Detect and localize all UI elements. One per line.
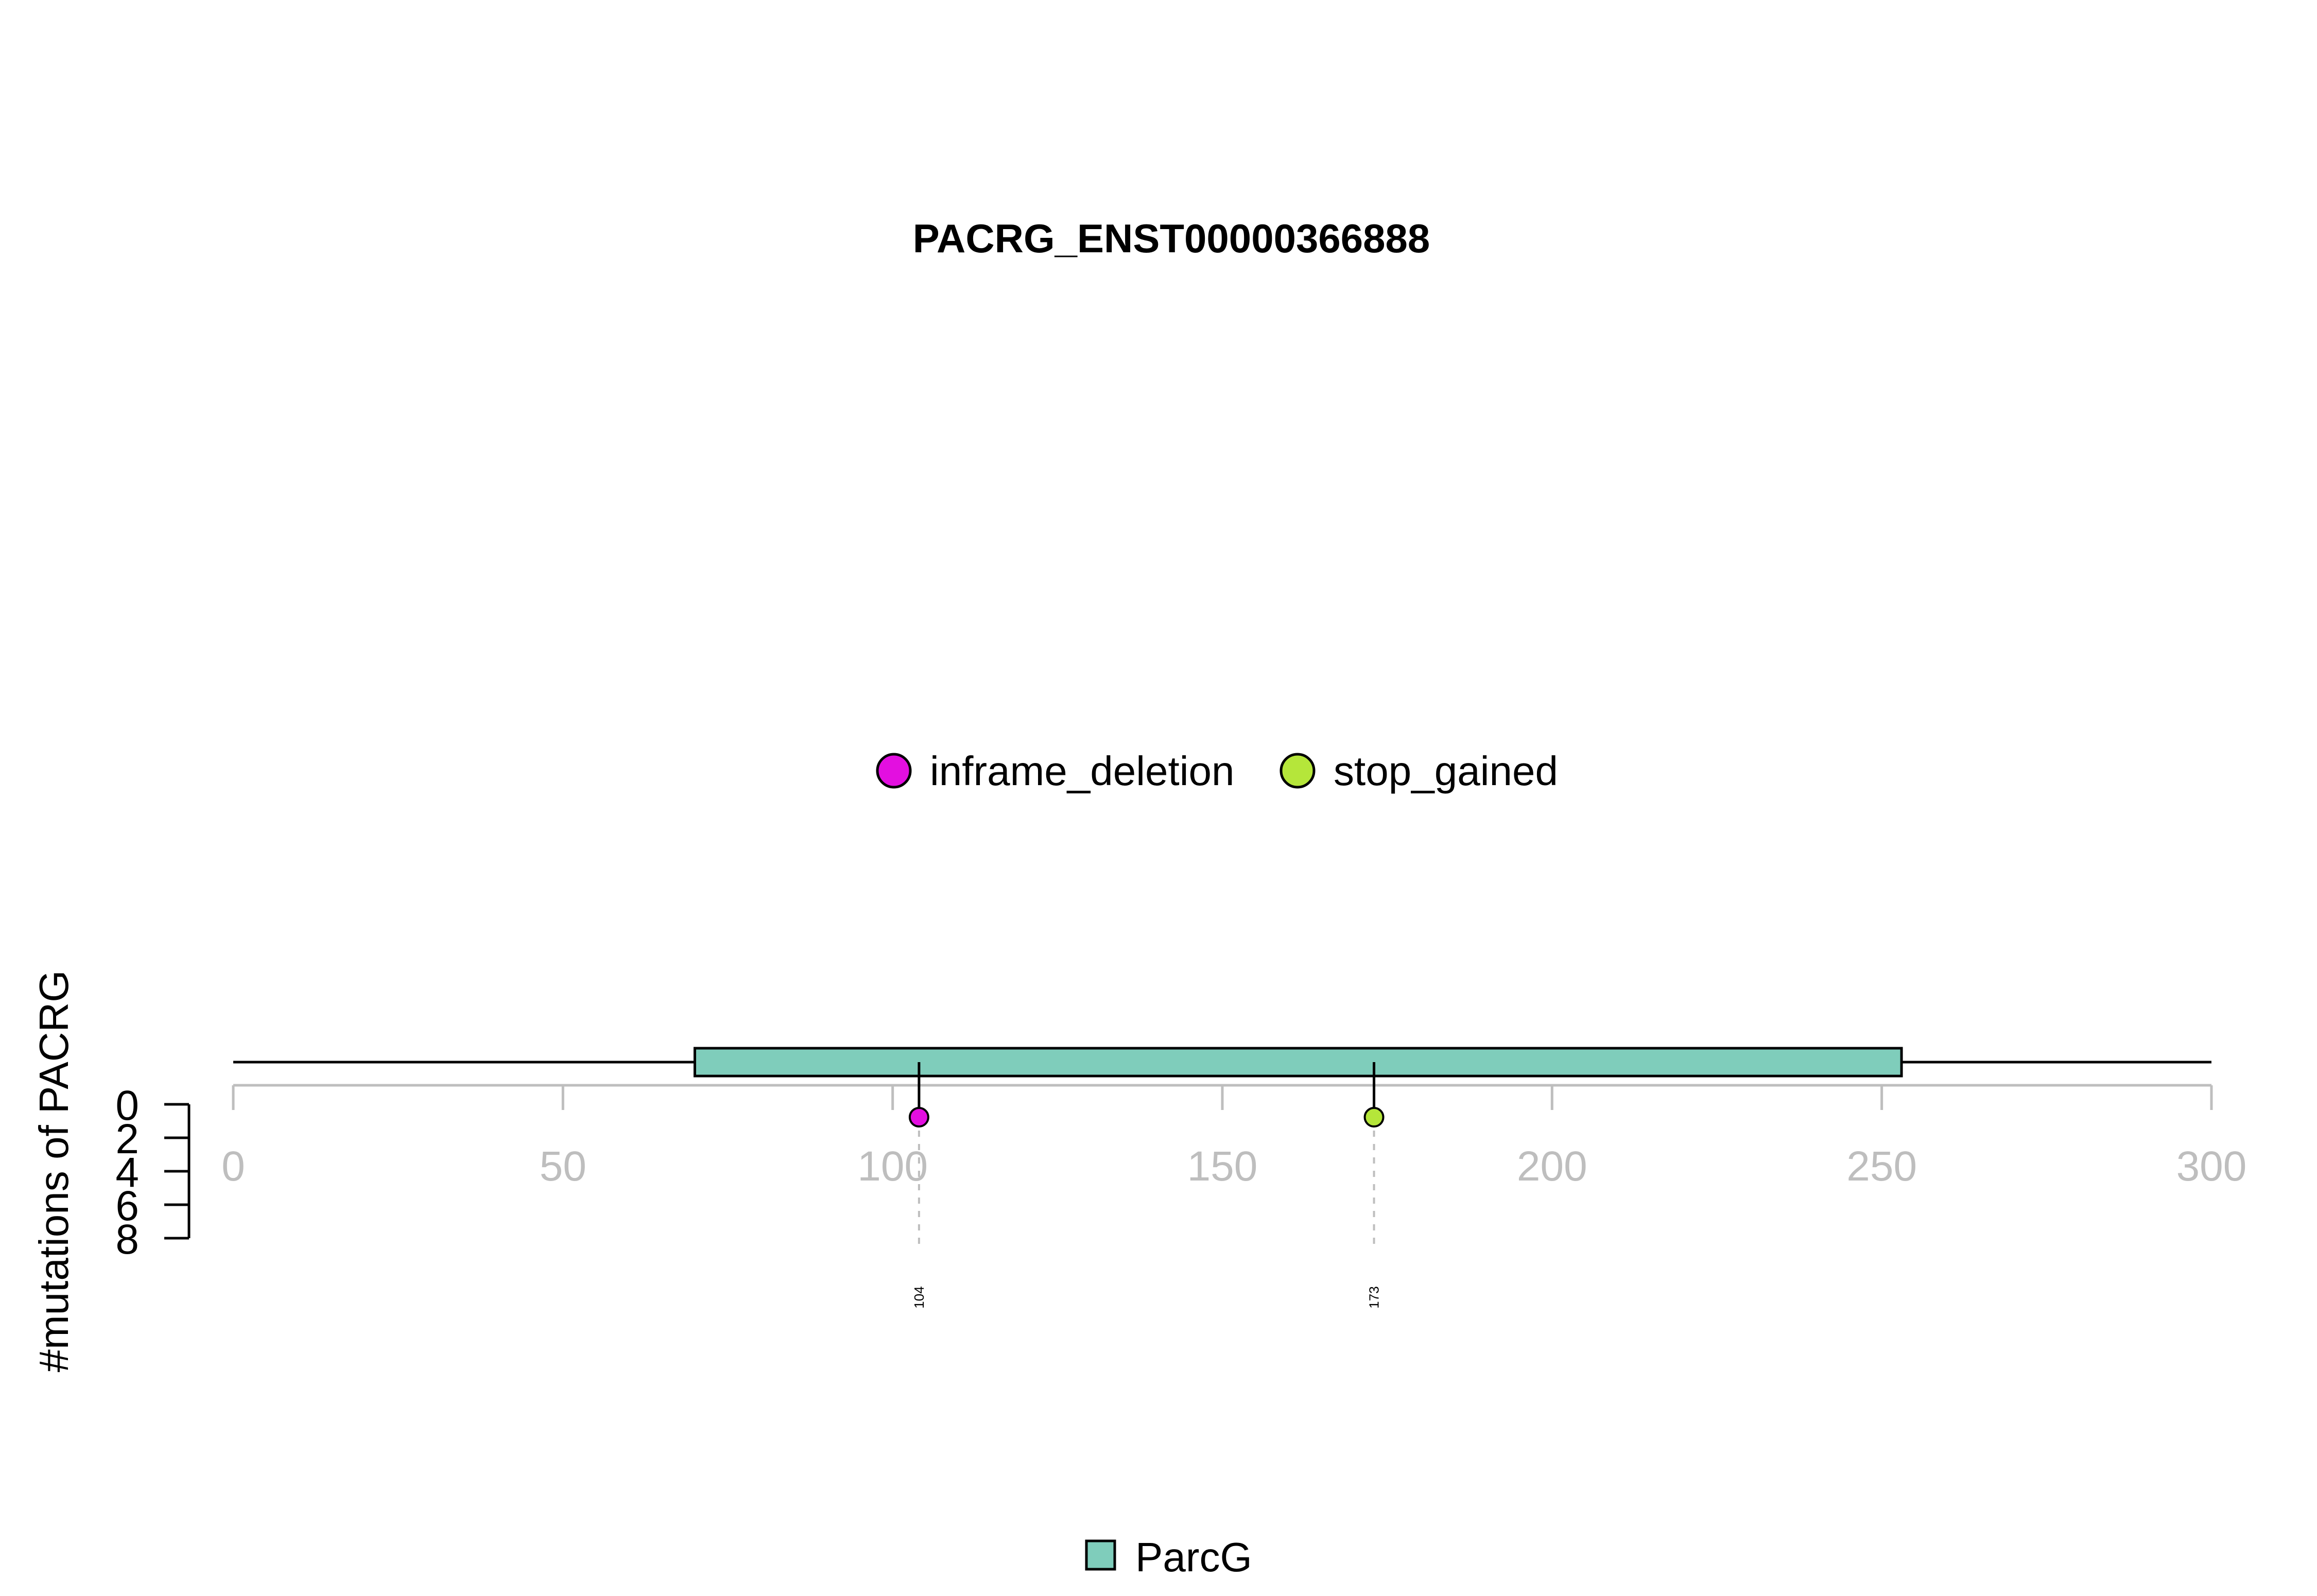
- legend-swatch-stop-gained: [1279, 753, 1316, 789]
- x-tick-label: 200: [1517, 1143, 1587, 1190]
- legend-label-inframe-deletion: inframe_deletion: [930, 748, 1234, 794]
- y-tick-label: 0: [115, 1082, 139, 1129]
- x-tick-label: 50: [540, 1143, 586, 1190]
- y-tick-label: 8: [115, 1216, 139, 1263]
- mutation-type-legend: inframe_deletion stop_gained: [876, 748, 1558, 794]
- mutation-lollipops: 104 173: [908, 1062, 1385, 1309]
- y-tick-label: 4: [115, 1149, 139, 1196]
- protein-track: [233, 1047, 2211, 1078]
- mutation-position-label: 104: [911, 1286, 927, 1308]
- x-axis: 0 50 100 150 200 250 300: [221, 1084, 2247, 1190]
- x-tick-label: 150: [1187, 1143, 1258, 1190]
- chart-title: PACRG_ENST00000366888: [913, 216, 1430, 261]
- mutation-point: [908, 1107, 929, 1127]
- y-tick-label: 6: [115, 1183, 139, 1229]
- mutation-position-label: 173: [1367, 1286, 1382, 1308]
- legend-label-stop-gained: stop_gained: [1334, 748, 1558, 794]
- y-tick-label: 2: [115, 1116, 139, 1163]
- x-tick-label: 250: [1846, 1143, 1917, 1190]
- domain-parcg: [693, 1047, 1903, 1078]
- x-tick-label: 0: [221, 1143, 245, 1190]
- domain-legend-swatch: [1085, 1539, 1116, 1571]
- legend-swatch-inframe-deletion: [876, 753, 912, 789]
- mutation-point: [1363, 1107, 1385, 1127]
- y-axis-label: #mutations of PACRG: [31, 970, 77, 1372]
- domain-legend: ParcG: [1085, 1534, 1252, 1580]
- domain-legend-label: ParcG: [1135, 1534, 1252, 1580]
- x-tick-label: 100: [857, 1143, 928, 1190]
- x-tick-label: 300: [2176, 1143, 2247, 1190]
